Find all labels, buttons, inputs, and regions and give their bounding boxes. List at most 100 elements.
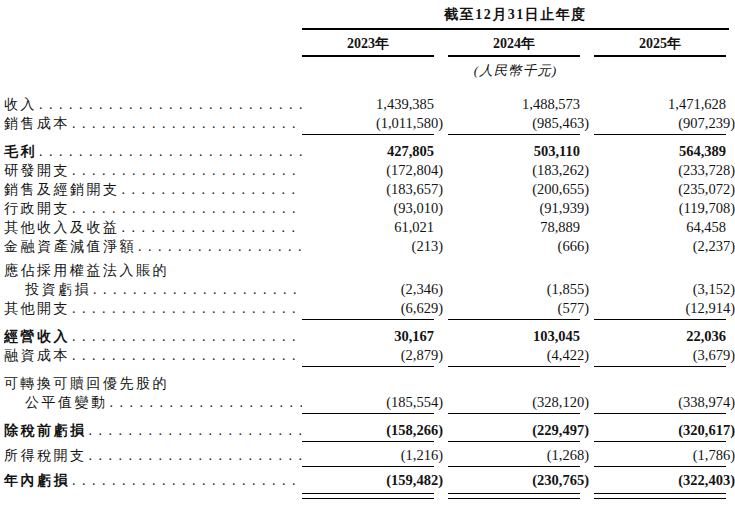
value-cell: (183,657) (302, 180, 443, 199)
value-cell: (200,655) (448, 180, 589, 199)
value-cell: (907,239) (594, 114, 735, 133)
row-label: 公平值變動 (4, 393, 302, 412)
row-label-text: 投資虧損 (4, 280, 91, 299)
table-row: 投資虧損 (2,346)(1,855)(3,152) (4, 280, 735, 299)
row-label: 應佔採用權益法入賬的 (4, 261, 302, 280)
value-cell: (230,765) (448, 471, 589, 490)
table-row: 公平值變動(185,554) (328,120) (338,974) (4, 393, 735, 412)
dot-leader (110, 393, 303, 412)
value-cell: (1,216) (302, 446, 443, 465)
value-cell (594, 374, 735, 393)
value-cell: (328,120) (448, 393, 589, 412)
value-cell: 30,167 (302, 327, 443, 346)
row-label-text: 行政開支 (4, 199, 70, 218)
label-column-spacer (4, 4, 302, 80)
row-label-text: 可轉換可贖回優先股的 (4, 374, 169, 393)
value-cell: (3,679) (594, 346, 735, 365)
row-values: (158,266) (229,497) (320,617) (302, 421, 735, 440)
table-row: 金融資產減值淨額(213)(666)(2,237) (4, 237, 735, 256)
dot-leader (72, 471, 302, 490)
value-cell: (235,072) (594, 180, 735, 199)
row-label: 銷售及經銷開支 (4, 180, 302, 199)
year-column-2023: 2023年 (302, 31, 443, 57)
row-label: 銷售成本 (4, 114, 302, 133)
row-label-text: 融資成本 (4, 346, 70, 365)
value-cell: (91,939) (448, 199, 589, 218)
row-label-text: 其他收入及收益 (4, 218, 120, 237)
row-values: (93,010)(91,939)(119,708) (302, 199, 735, 218)
year-header-row: 2023年 2024年 2025年 (302, 31, 735, 57)
value-cell: (185,554) (302, 393, 443, 412)
dot-leader (138, 237, 302, 256)
value-cell: (2,346) (302, 280, 443, 299)
value-cell (594, 261, 735, 280)
row-label-text: 經營收入 (4, 327, 70, 346)
row-values: (1,011,580)(985,463)(907,239) (302, 114, 735, 133)
row-values: 61,02178,88964,458 (302, 218, 735, 237)
row-label-text: 毛利 (4, 142, 37, 161)
table-body: 收入1,439,3851,488,5731,471,628銷售成本(1,011,… (4, 95, 735, 490)
value-cell: (338,974) (594, 393, 735, 412)
value-cell: 1,488,573 (448, 95, 589, 114)
row-values: (185,554) (328,120) (338,974) (302, 393, 735, 412)
value-cell: 103,045 (448, 327, 589, 346)
value-cell: 564,389 (594, 142, 735, 161)
table-row: 收入1,439,3851,488,5731,471,628 (4, 95, 735, 114)
table-row: 應佔採用權益法入賬的 (4, 261, 735, 280)
row-values (302, 261, 735, 280)
value-cell: (159,482) (302, 471, 443, 490)
row-label: 年內虧損 (4, 471, 302, 490)
value-cell: 22,036 (594, 327, 735, 346)
value-cell: (4,422) (448, 346, 589, 365)
value-cell: (666) (448, 237, 589, 256)
row-label-text: 所得稅開支 (4, 446, 87, 465)
row-values: (2,346)(1,855)(3,152) (302, 280, 735, 299)
value-cell: 427,805 (302, 142, 443, 161)
row-label: 金融資產減值淨額 (4, 237, 302, 256)
year-column-2024: 2024年 (448, 31, 589, 57)
value-cell (302, 261, 443, 280)
value-cell: 64,458 (594, 218, 735, 237)
row-label: 收入 (4, 95, 302, 114)
columns-header: 截至12月31日止年度 2023年 2024年 2025年 (人民幣千元) (302, 4, 735, 80)
row-label-text: 銷售成本 (4, 114, 70, 133)
value-cell: (93,010) (302, 199, 443, 218)
dot-leader (72, 199, 302, 218)
financial-statements-table: 截至12月31日止年度 2023年 2024年 2025年 (人民幣千元) 收入… (0, 0, 735, 490)
value-cell: (158,266) (302, 421, 443, 440)
value-cell: (577) (448, 299, 589, 318)
row-label-text: 應佔採用權益法入賬的 (4, 261, 169, 280)
table-row: 行政開支(93,010)(91,939)(119,708) (4, 199, 735, 218)
value-cell: (2,237) (594, 237, 735, 256)
table-row: 所得稅開支(1,216)(1,268)(1,786) (4, 446, 735, 465)
dot-leader (72, 161, 302, 180)
table-row: 其他開支(6,629)(577)(12,914) (4, 299, 735, 318)
value-cell: (229,497) (448, 421, 589, 440)
row-values: (213)(666)(2,237) (302, 237, 735, 256)
value-cell (448, 374, 589, 393)
row-label: 除稅前虧損 (4, 421, 302, 440)
dot-leader (72, 299, 302, 318)
value-cell (302, 374, 443, 393)
row-label: 投資虧損 (4, 280, 302, 299)
table-row: 研發開支(172,804)(183,262)(233,728) (4, 161, 735, 180)
table-row: 除稅前虧損 (158,266) (229,497) (320,617) (4, 421, 735, 440)
row-label-text: 除稅前虧損 (4, 421, 87, 440)
row-label: 其他收入及收益 (4, 218, 302, 237)
table-row: 銷售成本 (1,011,580)(985,463)(907,239) (4, 114, 735, 133)
table-row: 其他收入及收益 61,02178,88964,458 (4, 218, 735, 237)
dot-leader (72, 327, 302, 346)
row-label-text: 金融資產減值淨額 (4, 237, 136, 256)
row-label: 其他開支 (4, 299, 302, 318)
dot-leader (89, 446, 303, 465)
value-cell: (6,629) (302, 299, 443, 318)
table-row: 經營收入 30,167 103,045 22,036 (4, 327, 735, 346)
table-row: 融資成本(2,879)(4,422)(3,679) (4, 346, 735, 365)
value-cell: (183,262) (448, 161, 589, 180)
table-row: 可轉換可贖回優先股的 (4, 374, 735, 393)
dot-leader (89, 421, 303, 440)
value-cell: 503,110 (448, 142, 589, 161)
value-cell: (320,617) (594, 421, 735, 440)
row-values: (172,804)(183,262)(233,728) (302, 161, 735, 180)
value-cell: 1,471,628 (594, 95, 735, 114)
